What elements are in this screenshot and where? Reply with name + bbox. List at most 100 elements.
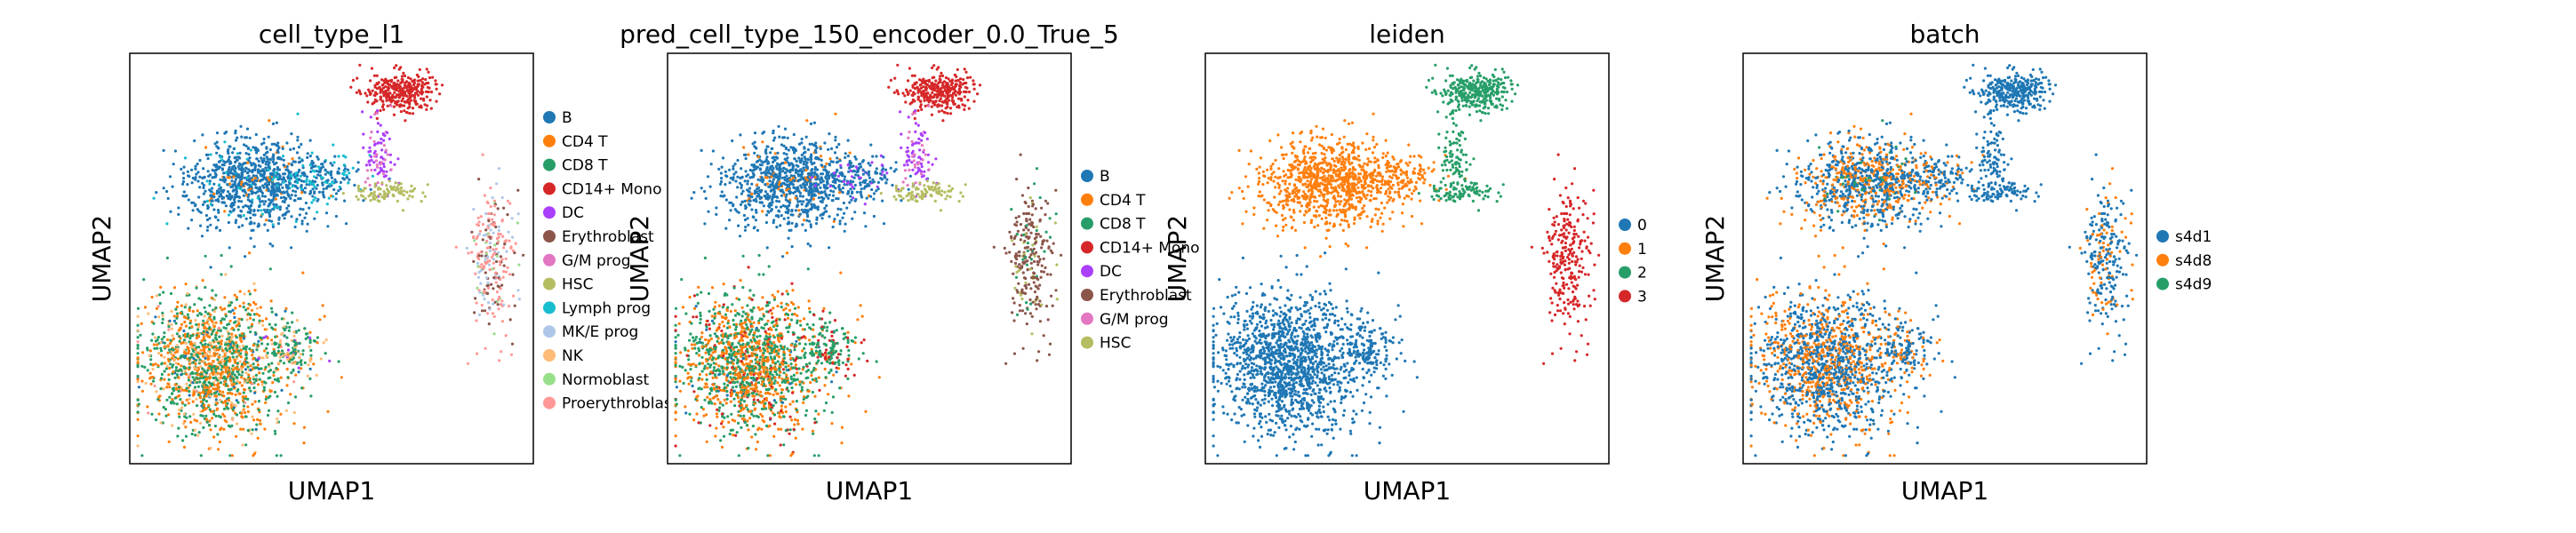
data-point <box>188 349 191 353</box>
data-point <box>136 344 140 347</box>
data-point <box>480 304 484 307</box>
data-point <box>494 259 499 264</box>
data-point <box>222 171 226 175</box>
data-point <box>202 381 205 385</box>
data-point <box>259 422 262 426</box>
data-point <box>517 263 521 266</box>
data-point <box>494 271 498 274</box>
data-point <box>159 346 163 350</box>
data-point <box>192 201 196 204</box>
data-point <box>488 235 492 239</box>
data-point <box>193 303 196 306</box>
data-point <box>247 188 251 192</box>
data-point <box>271 181 275 186</box>
data-point <box>227 220 230 225</box>
data-point <box>748 296 751 299</box>
data-point <box>290 371 293 375</box>
data-point <box>220 365 224 369</box>
data-point <box>395 64 398 68</box>
data-point <box>308 336 312 339</box>
data-point <box>173 396 177 400</box>
data-point <box>500 258 504 261</box>
data-point <box>249 216 252 219</box>
data-point <box>483 290 486 295</box>
data-point <box>347 181 350 185</box>
data-point <box>169 291 173 296</box>
data-point <box>500 218 504 222</box>
data-point <box>351 78 355 82</box>
data-point <box>295 218 299 221</box>
data-point <box>489 204 492 209</box>
data-point <box>242 194 245 197</box>
data-point <box>208 304 212 307</box>
data-point <box>685 354 689 357</box>
data-point <box>376 122 380 125</box>
data-point <box>721 370 725 373</box>
data-point <box>244 152 248 155</box>
data-point <box>285 351 290 354</box>
data-point <box>235 158 238 163</box>
data-point <box>720 366 724 370</box>
data-point <box>255 306 260 310</box>
data-point <box>411 107 415 110</box>
data-point <box>272 349 276 354</box>
data-point <box>242 346 245 350</box>
data-point <box>765 369 769 372</box>
data-point <box>210 354 213 358</box>
data-point <box>203 306 206 309</box>
data-point <box>801 328 804 331</box>
data-point <box>197 346 201 349</box>
data-point <box>239 348 243 352</box>
data-point <box>500 283 504 287</box>
data-point <box>136 340 140 344</box>
data-point <box>767 265 771 268</box>
data-point <box>742 418 747 421</box>
data-point <box>465 246 468 250</box>
data-point <box>198 175 202 179</box>
data-point <box>725 356 730 360</box>
data-point <box>251 402 254 406</box>
data-point <box>204 327 208 330</box>
data-point <box>252 146 255 149</box>
data-point <box>195 322 198 327</box>
data-point <box>348 178 351 181</box>
data-point <box>196 179 200 183</box>
data-point <box>244 401 247 404</box>
data-point <box>248 199 252 203</box>
data-point <box>764 359 767 362</box>
data-point <box>305 175 309 179</box>
data-point <box>740 390 743 394</box>
data-point <box>280 388 284 392</box>
data-point <box>399 187 403 190</box>
data-point <box>163 331 166 335</box>
data-point <box>219 428 222 432</box>
data-point <box>805 322 809 326</box>
data-point <box>764 338 767 341</box>
data-point <box>215 140 219 144</box>
data-point <box>492 223 495 227</box>
data-point <box>486 312 490 315</box>
data-point <box>731 341 734 346</box>
data-point <box>302 426 306 429</box>
data-point <box>287 329 291 332</box>
data-point <box>770 342 773 346</box>
data-point <box>136 398 140 402</box>
data-point <box>236 186 240 189</box>
data-point <box>731 378 734 382</box>
legend-marker <box>543 134 556 147</box>
data-point <box>382 94 386 98</box>
data-point <box>186 183 189 187</box>
data-point <box>414 88 419 91</box>
data-point <box>708 309 711 313</box>
data-point <box>498 359 501 362</box>
data-point <box>703 364 707 368</box>
data-point <box>745 366 748 370</box>
data-point <box>209 428 212 432</box>
data-point <box>158 293 162 297</box>
data-point <box>403 104 406 107</box>
data-point <box>260 191 264 195</box>
data-point <box>187 352 190 355</box>
data-point <box>706 386 709 389</box>
data-point <box>282 180 285 184</box>
data-point <box>290 194 293 197</box>
